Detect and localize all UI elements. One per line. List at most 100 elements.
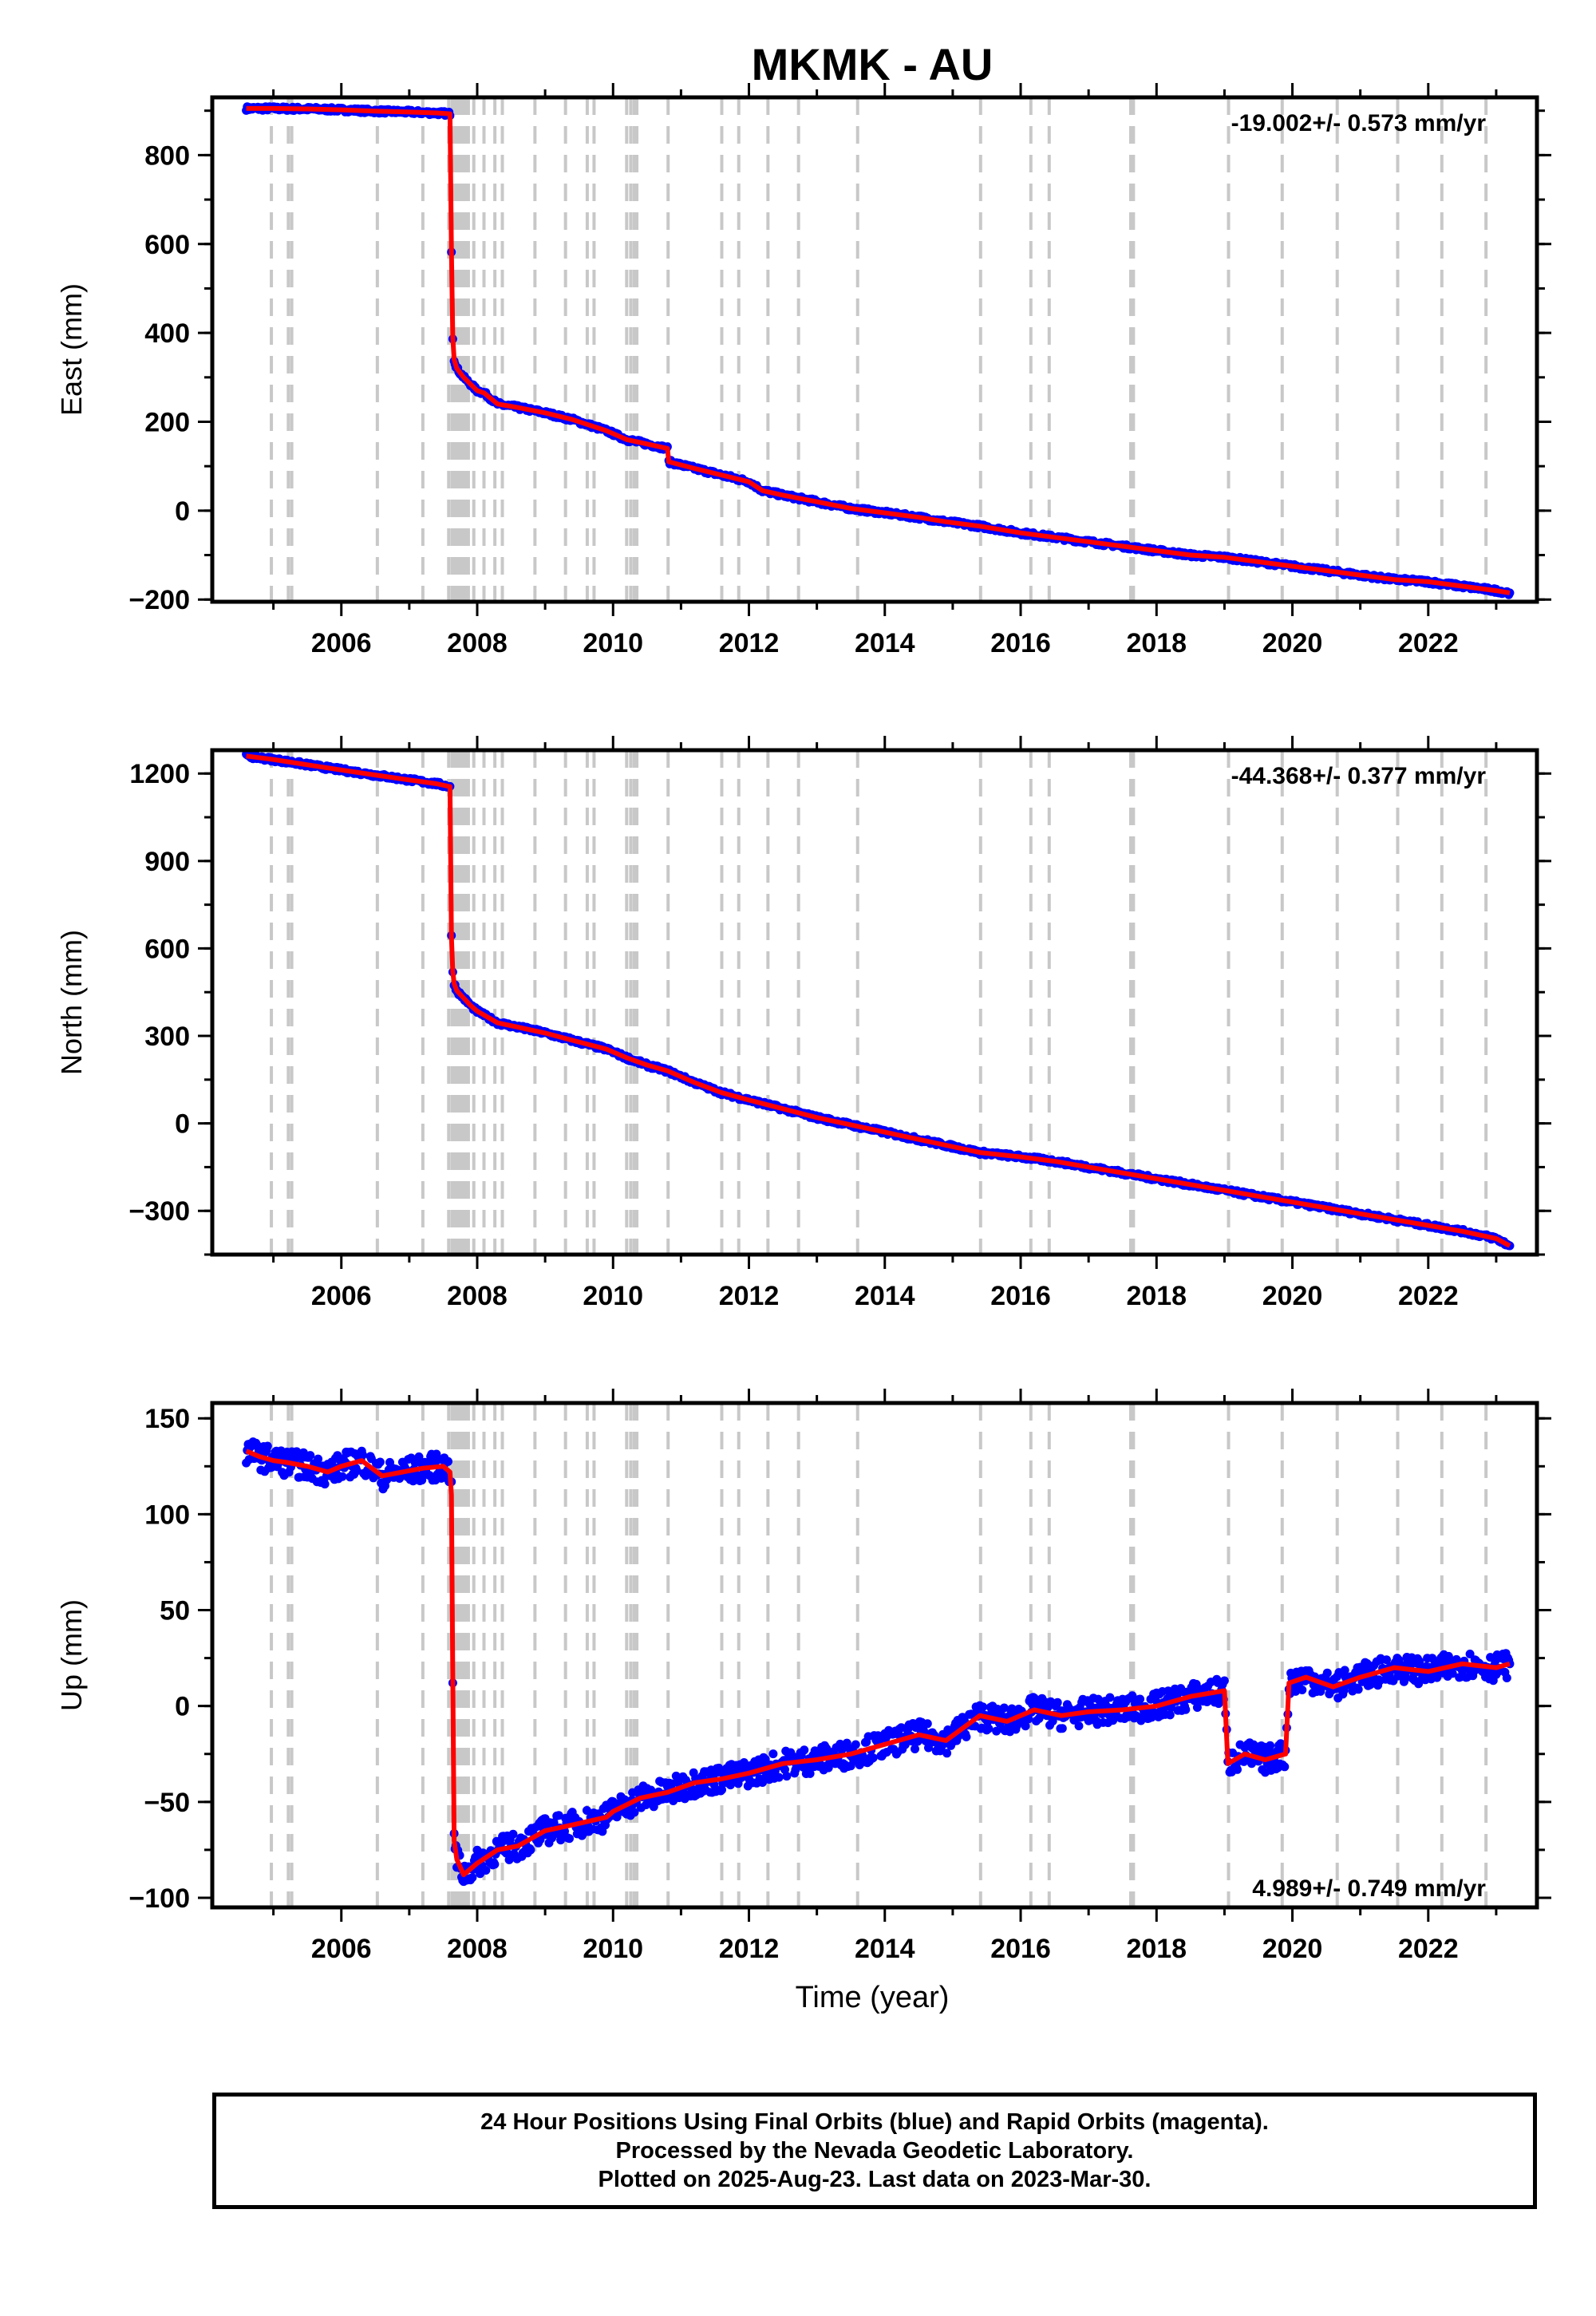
data-point	[468, 1873, 477, 1883]
data-point	[1266, 1741, 1275, 1750]
data-point	[582, 1806, 591, 1815]
data-point	[358, 1450, 367, 1460]
x-tick-label: 2010	[583, 1934, 643, 1964]
data-point	[714, 1763, 724, 1773]
east-rate-label: -19.002+/- 0.573 mm/yr	[1231, 110, 1487, 136]
data-point	[837, 1745, 847, 1754]
data-point	[851, 1740, 860, 1749]
y-tick-label: 1200	[129, 759, 190, 789]
x-tick-label: 2020	[1262, 1281, 1323, 1311]
data-point	[999, 1703, 1009, 1713]
north-model-line	[246, 753, 1511, 1248]
y-tick-label: −200	[128, 585, 190, 615]
data-point	[805, 1769, 815, 1778]
east-ylabel: East (mm)	[55, 283, 88, 416]
x-tick-label: 2016	[990, 1934, 1051, 1964]
data-point	[768, 1749, 778, 1759]
x-tick-label: 2016	[990, 1281, 1051, 1311]
data-point	[1465, 1650, 1475, 1658]
data-point	[314, 1454, 323, 1464]
east-data-points	[242, 102, 1515, 599]
x-tick-label: 2006	[311, 1281, 372, 1311]
up-model-line	[245, 1448, 1511, 1878]
data-point	[984, 1724, 994, 1733]
data-point	[1322, 1668, 1332, 1678]
data-point	[1053, 1697, 1062, 1707]
data-point	[1401, 1673, 1411, 1682]
data-point	[1340, 1666, 1349, 1675]
north-event-lines	[270, 750, 1488, 1255]
x-tick-label: 2014	[855, 628, 915, 658]
y-tick-label: 0	[175, 1109, 190, 1140]
up-ylabel: Up (mm)	[55, 1599, 88, 1711]
x-tick-label: 2020	[1262, 1934, 1323, 1964]
y-tick-label: 600	[144, 230, 190, 260]
data-point	[717, 1785, 726, 1795]
data-point	[978, 1702, 988, 1712]
x-tick-label: 2012	[719, 1934, 780, 1964]
data-point	[306, 1451, 315, 1460]
y-tick-label: 0	[175, 496, 190, 527]
y-tick-label: 400	[144, 318, 190, 349]
x-tick-label: 2018	[1126, 1934, 1187, 1964]
footer-line-3: Plotted on 2025-Aug-23. Last data on 202…	[598, 2167, 1152, 2192]
y-tick-label: 150	[144, 1404, 190, 1434]
y-tick-label: 0	[175, 1692, 190, 1722]
data-point	[1219, 1676, 1229, 1686]
data-point	[1165, 1710, 1175, 1720]
data-point	[774, 1773, 784, 1782]
north-ylabel: North (mm)	[55, 930, 88, 1075]
data-point	[526, 1845, 535, 1855]
data-point	[1074, 1721, 1084, 1731]
north-frame	[210, 748, 1539, 1257]
data-point	[1247, 1759, 1256, 1769]
data-point	[780, 1765, 789, 1774]
x-tick-label: 2020	[1262, 628, 1323, 658]
data-point	[992, 1726, 1001, 1736]
x-tick-label: 2010	[583, 628, 643, 658]
data-point	[1136, 1694, 1145, 1704]
data-point	[922, 1719, 932, 1729]
y-tick-label: 800	[144, 140, 190, 171]
data-point	[1181, 1705, 1191, 1714]
x-tick-label: 2008	[447, 628, 508, 658]
x-tick-label: 2008	[447, 1281, 508, 1311]
data-point	[320, 1480, 330, 1489]
data-point	[508, 1829, 518, 1839]
data-point	[1057, 1724, 1067, 1733]
data-point	[1353, 1685, 1363, 1694]
y-tick-label: −50	[144, 1788, 190, 1818]
x-tick-label: 2010	[583, 1281, 643, 1311]
data-point	[962, 1732, 971, 1741]
data-point	[1298, 1686, 1307, 1694]
north-rate-label: -44.368+/- 0.377 mm/yr	[1231, 763, 1487, 789]
x-tick-label: 2018	[1126, 628, 1187, 658]
data-point	[1448, 1669, 1457, 1678]
up-frame	[210, 1401, 1539, 1910]
data-point	[800, 1745, 809, 1755]
data-point	[782, 1772, 792, 1781]
x-tick-label: 2008	[447, 1934, 508, 1964]
data-point	[352, 1466, 361, 1476]
data-point	[1167, 1703, 1175, 1713]
data-point	[1502, 1674, 1511, 1682]
data-point	[481, 1866, 491, 1875]
up-rate-label: 4.989+/- 0.749 mm/yr	[1252, 1875, 1486, 1902]
data-point	[911, 1745, 919, 1753]
x-tick-label: 2022	[1398, 628, 1459, 658]
y-tick-label: 200	[144, 407, 190, 437]
data-point	[1316, 1686, 1325, 1696]
data-point	[338, 1472, 347, 1481]
x-axis-title: Time (year)	[796, 1981, 950, 2014]
y-tick-label: 900	[144, 847, 190, 877]
y-tick-label: −300	[128, 1196, 190, 1227]
east-model-line	[246, 105, 1511, 595]
data-point	[1021, 1721, 1030, 1731]
y-tick-label: −100	[128, 1883, 190, 1914]
data-point	[1280, 1762, 1290, 1772]
y-tick-label: 300	[144, 1022, 190, 1052]
x-tick-label: 2014	[855, 1934, 915, 1964]
x-tick-label: 2012	[719, 1281, 780, 1311]
y-tick-label: 100	[144, 1500, 190, 1530]
